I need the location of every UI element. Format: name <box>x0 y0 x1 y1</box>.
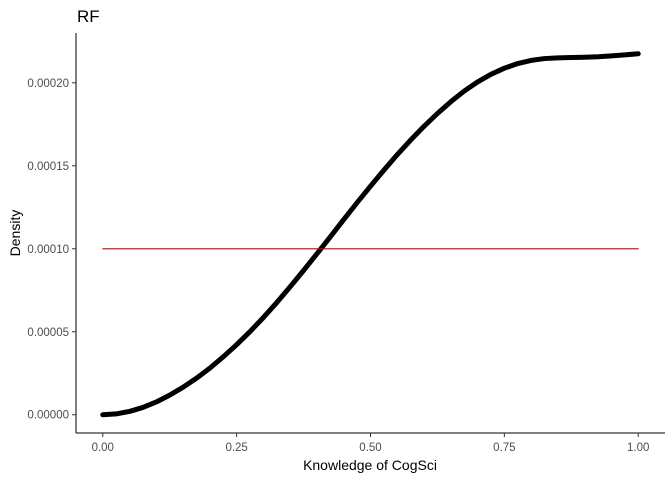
x-axis-ticks: 0.00 0.25 0.50 0.75 1.00 <box>92 433 649 454</box>
density-curve-line <box>100 51 641 418</box>
x-tick-label: 0.75 <box>493 442 515 454</box>
x-tick-label: 0.00 <box>92 442 114 454</box>
plot-area: 0.00000 0.00005 0.00010 0.00015 0.00020 0.00… <box>27 33 665 454</box>
y-axis-title: Density <box>7 210 23 257</box>
y-tick-label: 0.00015 <box>27 161 69 173</box>
chart-title: RF <box>77 7 100 26</box>
y-tick-label: 0.00000 <box>27 410 69 422</box>
y-tick-label: 0.00005 <box>27 327 69 339</box>
x-tick-label: 1.00 <box>627 442 649 454</box>
x-tick-label: 0.25 <box>225 442 247 454</box>
y-axis-ticks: 0.00000 0.00005 0.00010 0.00015 0.00020 <box>27 78 76 422</box>
y-tick-label: 0.00020 <box>27 78 69 90</box>
y-tick-label: 0.00010 <box>27 244 69 256</box>
series-layer <box>100 51 641 418</box>
x-axis-title: Knowledge of CogSci <box>303 457 437 473</box>
x-tick-label: 0.50 <box>359 442 381 454</box>
